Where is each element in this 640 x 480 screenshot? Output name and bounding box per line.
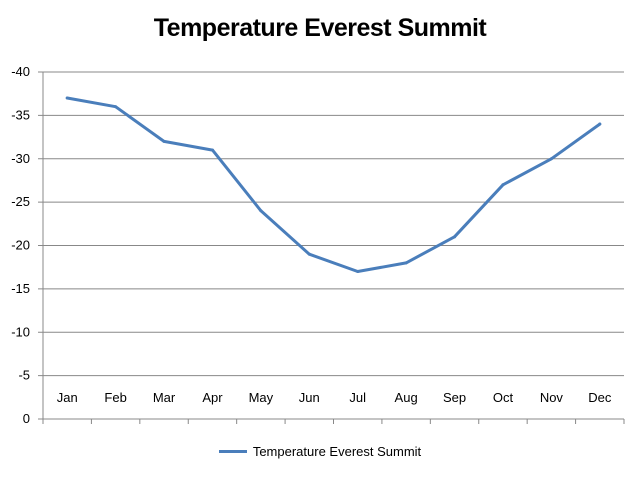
data-point [65, 96, 69, 100]
legend: Temperature Everest Summit [0, 444, 640, 459]
data-point [598, 122, 602, 126]
x-tick-label: Jan [57, 390, 78, 405]
data-point [114, 105, 118, 109]
data-point [210, 148, 214, 152]
data-point [162, 139, 166, 143]
data-point [307, 252, 311, 256]
y-tick-label: 0 [23, 411, 30, 426]
x-tick-label: Aug [395, 390, 418, 405]
legend-swatch [218, 450, 247, 453]
x-tick-label: Feb [104, 390, 126, 405]
data-point [259, 209, 263, 213]
legend-label: Temperature Everest Summit [252, 444, 422, 459]
y-tick-label: -10 [11, 324, 30, 339]
data-point [453, 235, 457, 239]
chart-title: Temperature Everest Summit [153, 14, 487, 42]
y-tick-label: -20 [11, 238, 30, 253]
y-tick-label: -40 [11, 64, 30, 79]
data-point [549, 157, 553, 161]
x-tick-label: Dec [588, 390, 612, 405]
x-tick-label: Nov [540, 390, 564, 405]
x-tick-label: Sep [443, 390, 466, 405]
data-point [404, 261, 408, 265]
y-tick-label: -30 [11, 151, 30, 166]
series-line [65, 96, 602, 273]
y-tick-label: -5 [18, 368, 30, 383]
x-tick-label: Apr [202, 390, 223, 405]
data-point [356, 270, 360, 274]
y-tick-label: -15 [11, 281, 30, 296]
x-tick-label: Jun [299, 390, 320, 405]
x-tick-label: Jul [349, 390, 366, 405]
x-tick-label: May [249, 390, 274, 405]
data-point [501, 183, 505, 187]
y-tick-label: -35 [11, 107, 30, 122]
y-tick-label: -25 [11, 194, 30, 209]
x-tick-label: Mar [153, 390, 176, 405]
x-tick-label: Oct [493, 390, 514, 405]
